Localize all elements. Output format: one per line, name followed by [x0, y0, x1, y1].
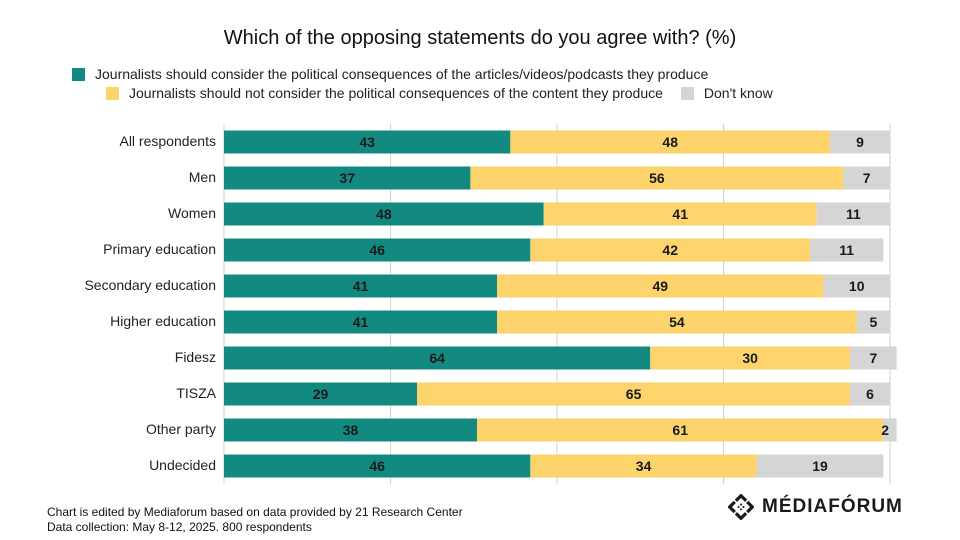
- data-label: 41: [353, 278, 369, 294]
- category-label: Men: [188, 169, 216, 185]
- bar-segment: [823, 274, 890, 298]
- bar-segment: [477, 418, 884, 442]
- data-label: 49: [652, 278, 668, 294]
- data-label: 65: [626, 386, 642, 402]
- bar-segment: [810, 238, 884, 262]
- bar-segment: [756, 454, 884, 478]
- data-label: 43: [359, 134, 375, 150]
- bar-segment: [224, 166, 471, 190]
- legend-item-not-consider: Journalists should not consider the poli…: [106, 85, 663, 101]
- data-label: 61: [672, 422, 688, 438]
- bar-segment: [224, 346, 651, 370]
- footer-source: Chart is edited by Mediaforum based on d…: [47, 505, 463, 519]
- data-label: 46: [369, 458, 385, 474]
- bar-segment: [650, 346, 851, 370]
- data-label: 54: [669, 314, 685, 330]
- data-label: 11: [846, 206, 861, 222]
- category-label: All respondents: [119, 133, 216, 149]
- category-label: Higher education: [110, 313, 216, 329]
- data-label: 5: [869, 314, 877, 330]
- mediaforum-logo-icon: [728, 494, 754, 520]
- legend-item-dont-know: Don't know: [680, 85, 773, 101]
- data-label: 7: [869, 350, 877, 366]
- data-label: 41: [672, 206, 688, 222]
- legend-swatch-not-consider: [106, 86, 119, 100]
- data-label: 41: [353, 314, 369, 330]
- bar-segment: [850, 346, 897, 370]
- data-label: 29: [313, 386, 329, 402]
- bar-segment: [224, 202, 544, 226]
- data-label: 56: [649, 170, 665, 186]
- category-label: Secondary education: [84, 277, 216, 293]
- data-label: 46: [369, 242, 385, 258]
- data-label: 2: [881, 422, 889, 438]
- bar-segment: [224, 274, 498, 298]
- bar-segment: [224, 418, 478, 442]
- legend-row-2: Journalists should not consider the poli…: [106, 85, 773, 101]
- footer-collection: Data collection: May 8-12, 2025. 800 res…: [47, 520, 312, 534]
- category-label: Other party: [145, 421, 216, 437]
- bar-segment: [497, 274, 824, 298]
- category-label: TISZA: [176, 385, 216, 401]
- bar-segment: [883, 418, 897, 442]
- bar-segment: [497, 310, 857, 334]
- data-label: 10: [849, 278, 865, 294]
- data-label: 6: [866, 386, 874, 402]
- legend-row-1: Journalists should consider the politica…: [72, 66, 708, 82]
- bar-segment: [543, 202, 817, 226]
- data-label: 42: [662, 242, 678, 258]
- data-label: 34: [636, 458, 652, 474]
- legend-label-not-consider: Journalists should not consider the poli…: [129, 85, 663, 101]
- brand-logo: MÉDIAFÓRUM: [728, 494, 903, 520]
- category-label: Primary education: [103, 241, 216, 257]
- bar-segment: [843, 166, 890, 190]
- bar-segment: [816, 202, 890, 226]
- data-label: 37: [339, 170, 355, 186]
- data-label: 7: [863, 170, 871, 186]
- bar-segment: [224, 238, 531, 262]
- bar-segment: [856, 310, 890, 334]
- legend-swatch-dont-know: [680, 86, 694, 100]
- category-label: Women: [168, 205, 216, 221]
- data-label: 38: [343, 422, 359, 438]
- bar-segment: [224, 454, 531, 478]
- category-label: Undecided: [149, 457, 216, 473]
- data-label: 48: [376, 206, 392, 222]
- brand-name: MÉDIAFÓRUM: [762, 496, 903, 517]
- legend-label-consider: Journalists should consider the politica…: [95, 66, 709, 82]
- data-label: 11: [839, 242, 854, 258]
- bar-segment: [417, 382, 851, 406]
- data-label: 64: [429, 350, 445, 366]
- bar-segment: [224, 130, 511, 154]
- data-label: 30: [742, 350, 758, 366]
- legend-item-consider: Journalists should consider the politica…: [72, 66, 708, 82]
- bar-segment: [850, 382, 890, 406]
- bar-segment: [224, 382, 418, 406]
- data-label: 9: [856, 134, 864, 150]
- chart-title: Which of the opposing statements do you …: [223, 27, 737, 49]
- data-label: 48: [662, 134, 678, 150]
- legend-label-dont-know: Don't know: [703, 85, 773, 101]
- bar-segment: [830, 130, 890, 154]
- bar-segment: [224, 310, 498, 334]
- bar-segment: [530, 454, 757, 478]
- bar-segment: [510, 130, 831, 154]
- bar-segment: [470, 166, 844, 190]
- category-label: Fidesz: [174, 349, 216, 365]
- legend-swatch-consider: [72, 67, 85, 81]
- bar-segment: [530, 238, 811, 262]
- data-label: 19: [812, 458, 828, 474]
